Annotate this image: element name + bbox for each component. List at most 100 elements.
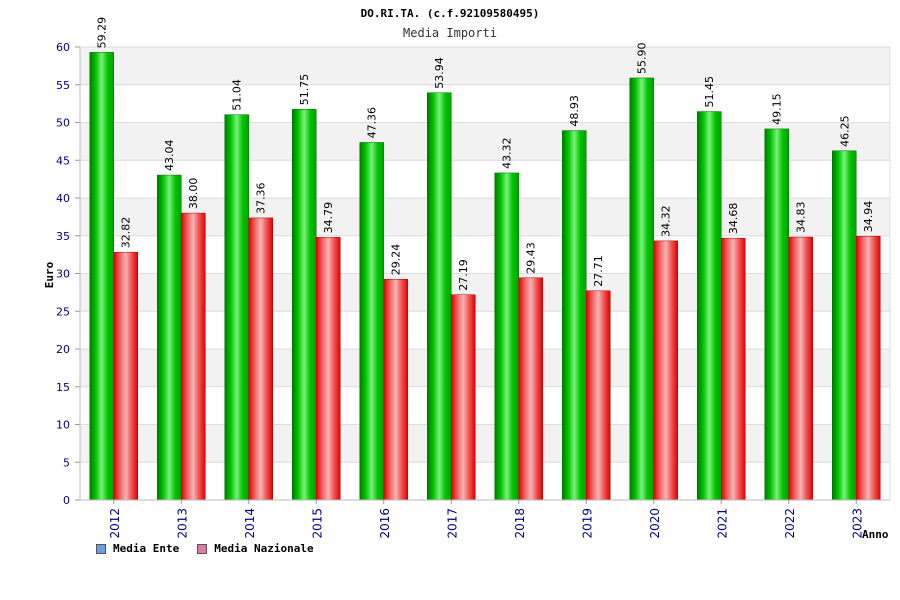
bar-media-nazionale-2014 bbox=[248, 217, 273, 501]
x-tick-label-2021: 2021 bbox=[715, 508, 729, 539]
legend-label-media-nazionale: Media Nazionale bbox=[214, 542, 314, 555]
data-label-media-nazionale-2015: 34.79 bbox=[322, 202, 335, 234]
bar-media-nazionale-2021 bbox=[721, 237, 746, 501]
data-labels: 59.29 32.82 43.04 38.00 51.04 37.36 51.75 34.79… bbox=[96, 17, 876, 291]
bar-media-ente-2012 bbox=[89, 52, 114, 501]
plot-band bbox=[80, 462, 890, 500]
bar-media-nazionale-2019 bbox=[586, 290, 611, 501]
data-label-media-ente-2022: 49.15 bbox=[771, 93, 784, 125]
bar-media-ente-2017 bbox=[427, 92, 452, 501]
plot-band bbox=[80, 273, 890, 312]
bar-media-ente-2023 bbox=[832, 150, 857, 501]
chart-subtitle: Media Importi bbox=[403, 26, 497, 40]
legend-swatch-media-ente bbox=[96, 543, 106, 554]
data-label-media-nazionale-2018: 29.43 bbox=[525, 242, 538, 274]
legend-item-media-nazionale: Media Nazionale bbox=[197, 542, 314, 555]
bar-media-nazionale-2018 bbox=[518, 277, 543, 501]
plot-band bbox=[80, 160, 890, 198]
legend: Media Ente Media Nazionale bbox=[96, 542, 314, 555]
x-tick-label-2014: 2014 bbox=[243, 508, 257, 539]
x-tick-label-2023: 2023 bbox=[850, 508, 864, 539]
bar-media-ente-2014 bbox=[224, 114, 249, 501]
y-tick-label: 60 bbox=[56, 41, 70, 54]
data-label-media-nazionale-2021: 34.68 bbox=[727, 203, 740, 235]
y-tick-label: 25 bbox=[56, 305, 70, 318]
data-label-media-nazionale-2020: 34.32 bbox=[660, 205, 673, 237]
legend-swatch-media-nazionale bbox=[197, 543, 208, 554]
y-tick-label: 15 bbox=[56, 381, 70, 394]
y-tick-label: 5 bbox=[63, 456, 70, 469]
data-label-media-ente-2017: 53.94 bbox=[433, 57, 446, 89]
data-label-media-nazionale-2023: 34.94 bbox=[862, 201, 875, 233]
data-label-media-nazionale-2014: 37.36 bbox=[255, 182, 268, 214]
y-tick-label: 30 bbox=[56, 268, 70, 281]
bar-media-nazionale-2022 bbox=[788, 236, 813, 501]
data-label-media-ente-2023: 46.25 bbox=[838, 115, 851, 147]
data-label-media-ente-2013: 43.04 bbox=[163, 140, 176, 172]
x-tick-label-2012: 2012 bbox=[108, 508, 122, 539]
axes bbox=[79, 47, 891, 501]
legend-item-media-ente: Media Ente bbox=[96, 542, 179, 555]
data-label-media-ente-2015: 51.75 bbox=[298, 74, 311, 106]
bar-media-ente-2022 bbox=[764, 128, 789, 501]
bar-media-ente-2019 bbox=[562, 130, 587, 501]
bars bbox=[89, 52, 881, 501]
y-tick-label: 0 bbox=[63, 494, 70, 507]
plot-band bbox=[80, 235, 890, 274]
plot-band bbox=[80, 47, 890, 85]
data-label-media-nazionale-2022: 34.83 bbox=[795, 202, 808, 234]
bar-media-ente-2015 bbox=[292, 109, 317, 501]
data-label-media-nazionale-2013: 38.00 bbox=[187, 178, 200, 210]
chart-title: DO.RI.TA. (c.f.92109580495) bbox=[361, 7, 540, 20]
plot-band bbox=[80, 424, 890, 463]
plot-background bbox=[80, 47, 890, 500]
data-label-media-nazionale-2019: 27.71 bbox=[592, 255, 605, 287]
x-axis-label: Anno bbox=[862, 528, 889, 541]
bar-media-nazionale-2012 bbox=[113, 251, 138, 501]
data-label-media-ente-2018: 43.32 bbox=[501, 137, 514, 169]
bar-media-nazionale-2013 bbox=[181, 212, 206, 501]
plot-band bbox=[80, 198, 890, 236]
data-label-media-nazionale-2012: 32.82 bbox=[120, 217, 133, 249]
x-tick-label-2020: 2020 bbox=[648, 508, 662, 539]
x-tick-label-2013: 2013 bbox=[175, 508, 189, 539]
bar-media-ente-2018 bbox=[494, 172, 519, 501]
y-tick-label: 40 bbox=[56, 192, 70, 205]
x-tick-label-2019: 2019 bbox=[580, 508, 594, 539]
x-tick-label-2015: 2015 bbox=[310, 508, 324, 539]
bar-media-nazionale-2020 bbox=[653, 240, 678, 501]
x-tick-labels: 2012 2013 2014 2015 2016 2017 2018 2019 2020 2021… bbox=[108, 500, 864, 539]
y-axis-label: Euro bbox=[43, 261, 56, 288]
data-label-media-nazionale-2016: 29.24 bbox=[390, 244, 403, 276]
bar-media-ente-2021 bbox=[697, 111, 722, 501]
data-label-media-ente-2019: 48.93 bbox=[568, 95, 581, 127]
data-label-media-nazionale-2017: 27.19 bbox=[457, 259, 470, 291]
data-label-media-ente-2014: 51.04 bbox=[231, 79, 244, 111]
y-tick-label: 20 bbox=[56, 343, 70, 356]
plot-band bbox=[80, 349, 890, 387]
x-tick-label-2022: 2022 bbox=[783, 508, 797, 539]
data-label-media-ente-2020: 55.90 bbox=[636, 42, 649, 74]
y-tick-label: 55 bbox=[56, 79, 70, 92]
bar-media-ente-2020 bbox=[629, 77, 654, 501]
x-tick-label-2017: 2017 bbox=[445, 508, 459, 539]
bar-media-nazionale-2015 bbox=[316, 237, 341, 501]
legend-label-media-ente: Media Ente bbox=[113, 542, 180, 555]
y-tick-label: 10 bbox=[56, 419, 70, 432]
data-label-media-ente-2012: 59.29 bbox=[96, 17, 109, 49]
bar-media-ente-2016 bbox=[359, 142, 384, 501]
y-tick-label: 45 bbox=[56, 154, 70, 167]
plot-band bbox=[80, 386, 890, 425]
plot-band bbox=[80, 84, 890, 123]
data-label-media-ente-2016: 47.36 bbox=[366, 107, 379, 139]
bar-media-ente-2013 bbox=[157, 174, 182, 501]
data-label-media-ente-2021: 51.45 bbox=[703, 76, 716, 108]
bar-media-nazionale-2017 bbox=[451, 294, 476, 501]
plot-band bbox=[80, 122, 890, 161]
y-tick-label: 35 bbox=[56, 230, 70, 243]
x-tick-label-2016: 2016 bbox=[378, 508, 392, 539]
x-tick-label-2018: 2018 bbox=[513, 508, 527, 539]
bar-media-nazionale-2016 bbox=[383, 278, 408, 501]
plot-band bbox=[80, 311, 890, 349]
y-tick-labels: 0 5 10 15 20 25 30 35 40 45 50 55 60 bbox=[56, 41, 70, 507]
